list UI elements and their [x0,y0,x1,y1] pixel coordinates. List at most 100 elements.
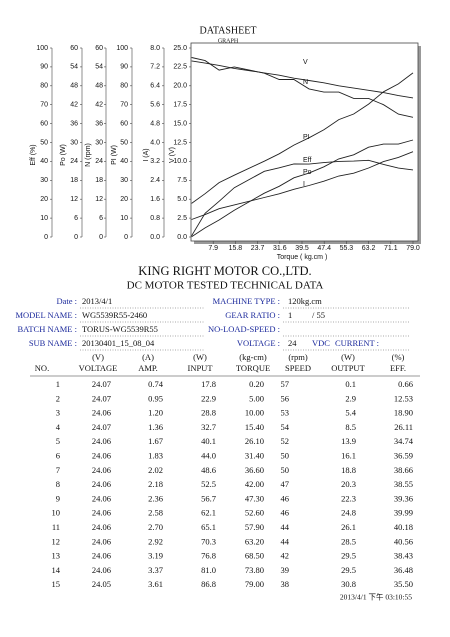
table-cell: 46 [281,508,290,518]
table-cell: 3.37 [148,565,163,575]
table-cell: 31.40 [245,450,264,460]
table-cell: 2.02 [148,465,163,475]
series-line [191,60,414,99]
info-value: 120kg.cm [288,296,322,306]
info-extra: / 55 [312,310,325,320]
table-cell: 65.1 [201,522,216,532]
y-tick-label: 60 [120,120,128,127]
table-cell: 14 [52,565,61,575]
table-cell: 24.07 [92,393,111,403]
y-tick-label: 3.2 [150,158,160,165]
table-cell: 24.06 [92,508,111,518]
y-axis-title: Po (W) [60,144,67,166]
table-cell: 63.20 [245,536,264,546]
info-label: MACHINE TYPE : [213,296,280,306]
table-cell: 11 [52,522,60,532]
table-cell: 38.43 [394,551,413,561]
table-cell: 24.06 [92,565,111,575]
y-tick-label: 48 [70,83,78,90]
info-value: 20130401_15_08_04 [82,338,155,348]
y-tick-label: 60 [95,45,103,52]
y-tick-label: 40 [40,158,48,165]
table-cell: 22.3 [341,493,356,503]
table-cell: 24.06 [92,408,111,418]
series-line [191,139,414,238]
y-tick-label: 15.0 [173,120,187,127]
page-subtitle: GRAPH [218,38,239,44]
table-cell: 52 [281,436,290,446]
table-cell: 6 [56,450,60,460]
table-cell: 17.8 [201,379,216,389]
table-cell: 3 [56,408,60,418]
y-tick-label: 100 [36,45,48,52]
y-tick-label: 30 [40,177,48,184]
y-tick-label: 0.8 [150,215,160,222]
x-tick-label: 23.7 [251,245,265,252]
table-cell: 24.06 [92,551,111,561]
table-cell: 16.1 [341,450,356,460]
y-tick-label: 10 [40,215,48,222]
table-cell: 38.66 [394,465,413,475]
y-tick-label: 90 [120,64,128,71]
info-label: NO-LOAD-SPEED : [208,324,280,334]
y-tick-label: 24 [95,158,103,165]
table-cell: 0.74 [148,379,164,389]
y-tick-label: 0 [44,234,48,241]
y-tick-label: 24 [70,158,78,165]
table-cell: 40.18 [394,522,413,532]
y-tick-label: 0 [99,234,103,241]
table-cell: 9 [56,493,60,503]
info-value: WG5539R55-2460 [82,310,147,320]
column-header: OUTPUT [331,363,365,373]
y-tick-label: 4.8 [150,120,160,127]
y-tick-label: 8.0 [150,45,160,52]
table-cell: 24.06 [92,479,111,489]
info-value: TORUS-WG5539R55 [82,324,158,334]
table-cell: 10 [52,508,61,518]
table-cell: 26.10 [245,436,264,446]
y-tick-label: 70 [40,102,48,109]
table-cell: 8.5 [345,422,356,432]
table-cell: 36.60 [245,465,264,475]
table-cell: 3.19 [148,551,163,561]
x-tick-label: 55.3 [340,245,354,252]
unit-header: (rpm) [288,352,308,362]
table-cell: 38 [281,579,290,589]
table-cell: 2.36 [148,493,163,503]
column-header: INPUT [187,363,213,373]
table-cell: 36.48 [394,565,413,575]
table-cell: 54 [281,422,290,432]
info-value: 1 [288,310,292,320]
y-axis-title: V (V) [169,147,176,163]
y-tick-label: 5.0 [177,196,187,203]
table-cell: 24.07 [92,422,111,432]
info-label: VOLTAGE : [237,338,280,348]
table-cell: 5.00 [249,393,264,403]
y-tick-label: 0 [124,234,128,241]
y-tick-label: 48 [95,83,103,90]
table-cell: 42.00 [245,479,264,489]
table-cell: 2.70 [148,522,163,532]
table-cell: 24.05 [92,579,111,589]
timestamp: 2013/4/1 下午 03:10:55 [340,592,412,602]
table-cell: 26.11 [394,422,413,432]
table-cell: 52.60 [245,508,264,518]
info-label: SUB NAME : [29,338,77,348]
table-cell: 4 [56,422,61,432]
table-cell: 29.5 [341,551,356,561]
y-tick-label: 22.5 [173,64,187,71]
column-header: VOLTAGE [79,363,118,373]
table-cell: 24.06 [92,450,111,460]
y-tick-label: 6 [99,215,103,222]
y-tick-label: 6 [74,215,78,222]
y-tick-label: 2.5 [177,215,187,222]
info-value: 2013/4/1 [82,296,112,306]
company-subtitle: DC MOTOR TESTED TECHNICAL DATA [127,280,324,292]
table-cell: 13 [52,551,61,561]
x-tick-label: 31.6 [273,245,287,252]
table-cell: 47.30 [245,493,264,503]
table-cell: 13.9 [341,436,356,446]
y-tick-label: 5.6 [150,102,160,109]
column-header: NO. [35,363,49,373]
y-tick-label: 100 [116,45,128,52]
